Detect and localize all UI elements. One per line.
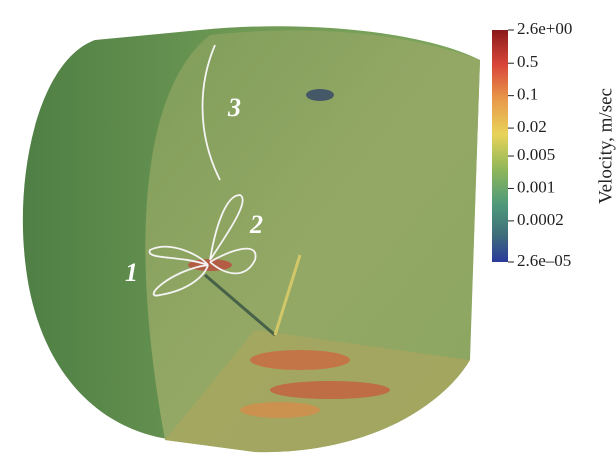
colorbar-tick-label: 0.001	[517, 177, 555, 196]
figure: 1 2 3 Velocity, m/sec 2.6e+00 0.5 0.1 0.02 0…	[0, 0, 616, 462]
colorbar-tick-label: 0.0002	[517, 210, 564, 229]
annotation-label: 2	[249, 210, 263, 239]
colorbar-tick-label: 0.5	[517, 52, 538, 71]
colorbar-tick-label: 0.1	[517, 85, 538, 104]
colorbar-tick-label: 0.005	[517, 145, 555, 164]
annotation-label: 3	[227, 93, 241, 122]
colorbar-tick-label: 2.6e–05	[517, 251, 571, 270]
colorbar-tick-label: 2.6e+00	[517, 19, 572, 38]
annotation-label: 1	[125, 258, 138, 287]
colorbar	[492, 30, 508, 262]
colorbar-tick-label: 0.02	[517, 117, 547, 136]
colorbar-title: Velocity, m/sec	[595, 88, 616, 204]
